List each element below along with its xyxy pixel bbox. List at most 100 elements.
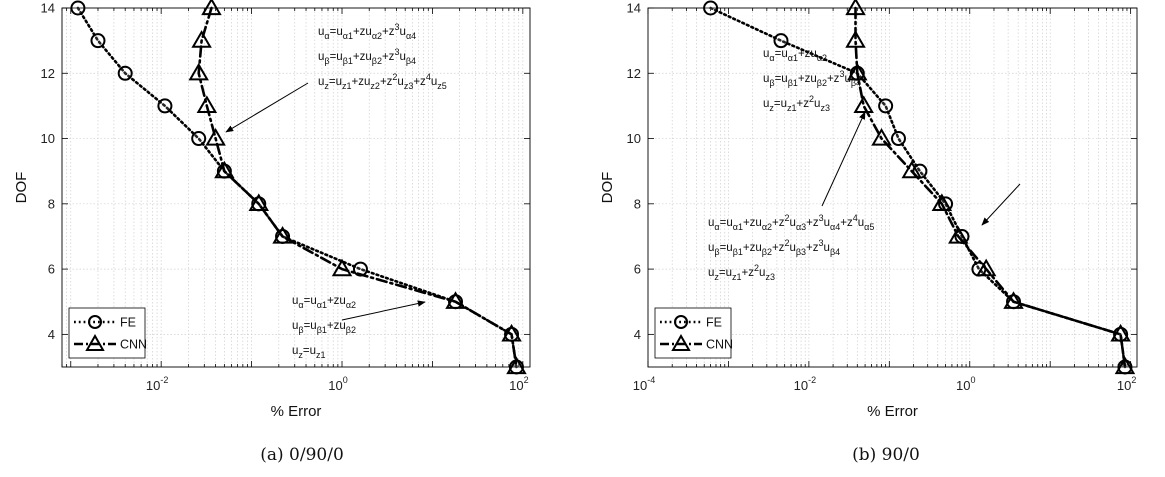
annotation-line: uz=uz1+z2uz3 [708,263,775,282]
y-tick-label: 10 [627,131,641,146]
x-tick-label: 10-2 [146,375,168,393]
annotation-line: uα=uα1+zuα2+z3uα4 [318,22,416,41]
legend-marker-triangle [85,333,105,351]
y-tick-label: 8 [634,196,641,211]
chart-panel-b: 4 6 8 10 12 14 10-4 10-2 100 102 % Error DOF uα=uα1+… [599,0,1138,420]
annotation-arrow [821,111,866,207]
annotation-2: uα=uα1+zuα2+z2uα3+z3uα4+z4uα5 uβ=uβ1+zuβ2… [708,111,874,282]
annotation-line: uβ=uβ1+zuβ2+z3uβ4 [763,69,861,88]
y-tick-label: 6 [48,262,55,277]
cnn-point [901,160,922,179]
annotation-1: uα=uα1+zuα2 uβ=uβ1+zuβ2+z3uβ4 uz=uz1+z2uz3 [763,48,1021,226]
legend: FE CNN [68,307,147,359]
tick-marks [647,7,1137,367]
annotation-line: uα=uα1+zuα2+z2uα3+z3uα4+z4uα5 [708,213,874,232]
cnn-point [948,225,969,244]
y-tick-label: 8 [48,196,55,211]
cnn-point [248,193,269,211]
y-tick-label: 12 [627,66,641,81]
legend-box [654,307,732,359]
annotation-arrow [225,82,309,133]
legend-label-fe: FE [120,316,136,330]
chart-panel-a: 4 6 8 10 12 14 10-2 100 102 % Error DOF uα=uα1+zuα2… [13,0,531,420]
fe-point [90,33,106,49]
x-tick-label: 10-4 [633,375,655,393]
x-tick-label: 102 [509,375,528,393]
axes-box [61,7,531,368]
cnn-point [445,291,466,309]
panel-caption: (b) 90/0 [852,445,920,465]
cnn-point [853,95,874,114]
cnn-point [201,0,222,16]
annotation-line: uz=uz1+z2uz3 [763,94,830,113]
x-tick-label: 102 [1117,375,1136,393]
cnn-point [931,193,953,211]
legend-label-cnn: CNN [706,338,733,352]
series-line-cnn [854,6,1127,369]
x-tick-label: 10-2 [794,375,816,393]
annotation-2: uα=uα1+zuα2 uβ=uβ1+zuβ2 uz=uz1 [292,295,426,360]
cnn-point [1003,291,1024,309]
series-cnn [845,0,1136,375]
annotation-arrow [341,300,426,321]
annotation-line: uβ=uβ1+zuβ2+z2uβ3+z3uβ4 [708,238,840,257]
panel-caption: (a) 0/90/0 [260,445,344,465]
annotation-line: uz=uz1+zuz2+z2uz3+z4uz5 [318,72,447,91]
cnn-point [272,225,293,244]
legend-marker-triangle [671,333,691,351]
cnn-point [975,258,997,277]
y-axis-label: DOF [13,172,30,204]
legend-marker-circle [88,315,102,329]
tick-marks [61,7,530,367]
annotation-1: uα=uα1+zuα2+z3uα4 uβ=uβ1+zuβ2+z3uβ4 uz=uz1… [225,22,447,133]
cnn-point [1110,323,1131,342]
y-tick-label: 14 [41,1,55,16]
cnn-point [845,30,866,48]
x-axis-label: % Error [867,403,918,420]
cnn-point [196,95,218,114]
cnn-point [205,128,226,146]
annotation-line: uα=uα1+zuα2 [292,295,356,310]
cnn-point [214,160,235,179]
x-tick-label: 100 [956,375,975,393]
annotation-line: uz=uz1 [292,345,326,360]
grid [647,7,1137,367]
y-tick-label: 12 [41,66,55,81]
y-tick-label: 4 [634,327,641,342]
y-tick-label: 6 [634,262,641,277]
cnn-point [1114,356,1136,375]
fe-point [191,131,207,147]
cnn-point [506,356,527,375]
legend-label-cnn: CNN [120,338,147,352]
fe-point [703,0,719,16]
annotation-line: uβ=uβ1+zuβ2 [292,320,356,335]
y-tick-label: 4 [48,327,55,342]
annotation-line: uβ=uβ1+zuβ2+z3uβ4 [318,47,416,66]
fe-point [890,131,906,147]
y-axis-label: DOF [599,172,616,204]
annotation-arrow [981,183,1021,226]
fe-point [773,33,789,49]
cnn-point [847,62,868,81]
fe-point [157,98,173,114]
fe-point [70,0,86,16]
legend-label-fe: FE [706,316,722,330]
cnn-point [871,128,892,146]
y-tick-label: 10 [41,131,55,146]
fe-point [878,98,894,114]
axes-box [647,7,1138,368]
legend-marker-circle [674,315,688,329]
cnn-point [331,258,353,277]
y-tick-label: 14 [627,1,641,16]
x-axis-label: % Error [271,403,322,420]
x-tick-label: 100 [328,375,347,393]
cnn-point [188,62,209,81]
cnn-point [191,30,212,48]
cnn-point [501,323,522,342]
annotation-line: uα=uα1+zuα2 [763,48,827,63]
legend-box [68,307,146,359]
legend: FE CNN [654,307,733,359]
series-line-cnn [197,6,518,369]
fe-point [117,65,133,81]
